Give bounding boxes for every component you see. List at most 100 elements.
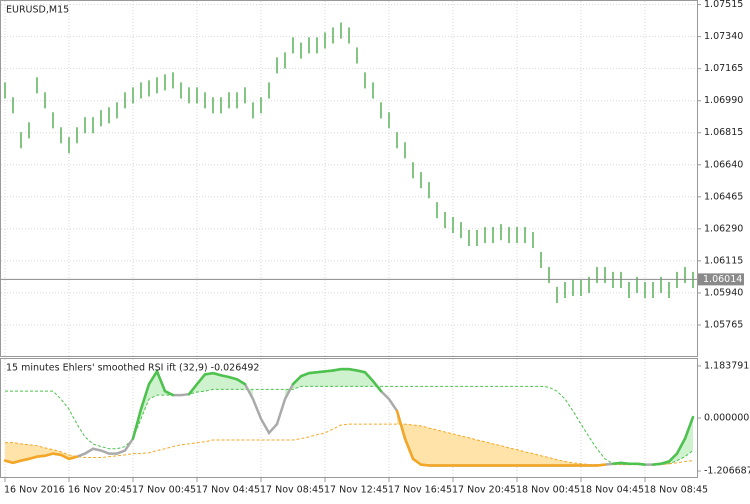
level-fill: [309, 372, 317, 387]
x-tick-label: 17 Nov 16:45: [388, 485, 452, 496]
value-segment: [363, 370, 375, 383]
level-fill: [469, 437, 477, 466]
level-fill: [29, 444, 37, 459]
x-tick-label: 17 Nov 00:45: [132, 485, 196, 496]
value-segment: [155, 370, 167, 393]
level-fill: [149, 371, 157, 400]
value-segment: [299, 371, 311, 378]
level-fill: [357, 370, 365, 387]
level-line: [5, 385, 694, 466]
value-segment: [347, 367, 359, 372]
y-tick-label: -1.206687: [704, 466, 750, 477]
value-segment: [147, 370, 159, 386]
value-segment: [219, 374, 231, 379]
level-fill: [429, 428, 437, 466]
y-tick-label: 1.06465: [704, 191, 743, 202]
level-fill: [229, 377, 237, 390]
value-segment: [131, 407, 143, 440]
y-tick-label: 1.06990: [704, 95, 743, 106]
value-segment: [315, 370, 327, 374]
value-segment: [419, 463, 431, 467]
level-fill: [349, 369, 357, 387]
value-segment: [411, 457, 423, 466]
level-fill: [221, 375, 229, 390]
value-segment: [635, 462, 647, 466]
value-segment: [659, 460, 671, 465]
value-segment: [235, 378, 247, 386]
value-segment: [227, 375, 239, 381]
value-segment: [27, 455, 39, 461]
level-fill: [477, 439, 485, 466]
y-tick-label: 1.06640: [704, 159, 743, 170]
value-segment: [355, 369, 367, 374]
value-segment: [19, 457, 31, 462]
level-fill: [533, 453, 541, 466]
value-segment: [683, 415, 695, 440]
value-segment: [403, 437, 415, 461]
value-segment: [43, 452, 55, 458]
value-segment: [323, 369, 335, 373]
y-tick-label: 1.183791: [704, 360, 749, 371]
value-segment: [619, 461, 631, 465]
value-segment: [307, 370, 319, 375]
value-segment: [3, 459, 15, 465]
level-fill: [445, 432, 453, 466]
value-segment: [139, 382, 151, 411]
x-tick-label: 18 Nov 08:45: [644, 485, 708, 496]
level-fill: [413, 425, 421, 465]
y-tick-label: 1.07165: [704, 63, 743, 74]
x-tick-label: 18 Nov 00:45: [516, 485, 580, 496]
x-tick-label: 17 Nov 20:45: [452, 485, 516, 496]
level-fill: [525, 451, 533, 466]
value-segment: [395, 409, 407, 440]
x-tick-label: 17 Nov 08:45: [260, 485, 324, 496]
chart-title: EURUSD,M15: [6, 5, 69, 16]
level-fill: [197, 374, 205, 393]
level-fill: [341, 369, 349, 387]
level-fill: [453, 433, 461, 466]
value-segment: [651, 462, 663, 466]
value-segment: [67, 455, 79, 461]
value-segment: [371, 379, 383, 393]
x-tick-label: 18 Nov 04:45: [580, 485, 644, 496]
x-tick-label: 16 Nov 20:45: [68, 485, 132, 496]
value-segment: [667, 452, 679, 463]
x-tick-label: 17 Nov 04:45: [196, 485, 260, 496]
value-segment: [59, 453, 71, 461]
y-tick-label: 1.06290: [704, 223, 743, 234]
last-price-label: 1.06014: [703, 274, 742, 285]
value-segment: [291, 374, 303, 386]
level-line: [5, 423, 694, 466]
value-segment: [611, 461, 623, 465]
level-fill: [557, 459, 565, 466]
level-fill: [517, 449, 525, 466]
price-panel-frame: [0, 0, 698, 357]
x-tick-label: 16 Nov 2016: [4, 485, 65, 496]
value-segment: [595, 463, 607, 467]
value-segment: [331, 367, 343, 372]
y-tick-label: 1.07340: [704, 31, 743, 42]
level-fill: [437, 429, 445, 466]
value-segment: [211, 371, 223, 377]
value-segment: [203, 371, 215, 376]
value-segment: [675, 437, 687, 455]
level-fill: [501, 445, 509, 466]
y-tick-label: 1.05940: [704, 287, 743, 298]
level-fill: [21, 443, 29, 461]
value-segment: [51, 452, 63, 457]
level-fill: [5, 442, 13, 463]
x-tick-label: 17 Nov 12:45: [324, 485, 388, 496]
level-fill: [485, 441, 493, 466]
value-segment: [11, 459, 23, 465]
level-fill: [421, 425, 429, 466]
level-fill: [493, 443, 501, 466]
level-fill: [13, 442, 21, 463]
value-segment: [163, 389, 175, 397]
level-fill: [317, 371, 325, 387]
value-segment: [195, 373, 207, 386]
level-fill: [509, 447, 517, 466]
level-fill: [541, 455, 549, 466]
y-tick-label: 1.06115: [704, 255, 743, 266]
indicator-title: 15 minutes Ehlers' smoothed RSI ift (32,…: [6, 363, 259, 374]
